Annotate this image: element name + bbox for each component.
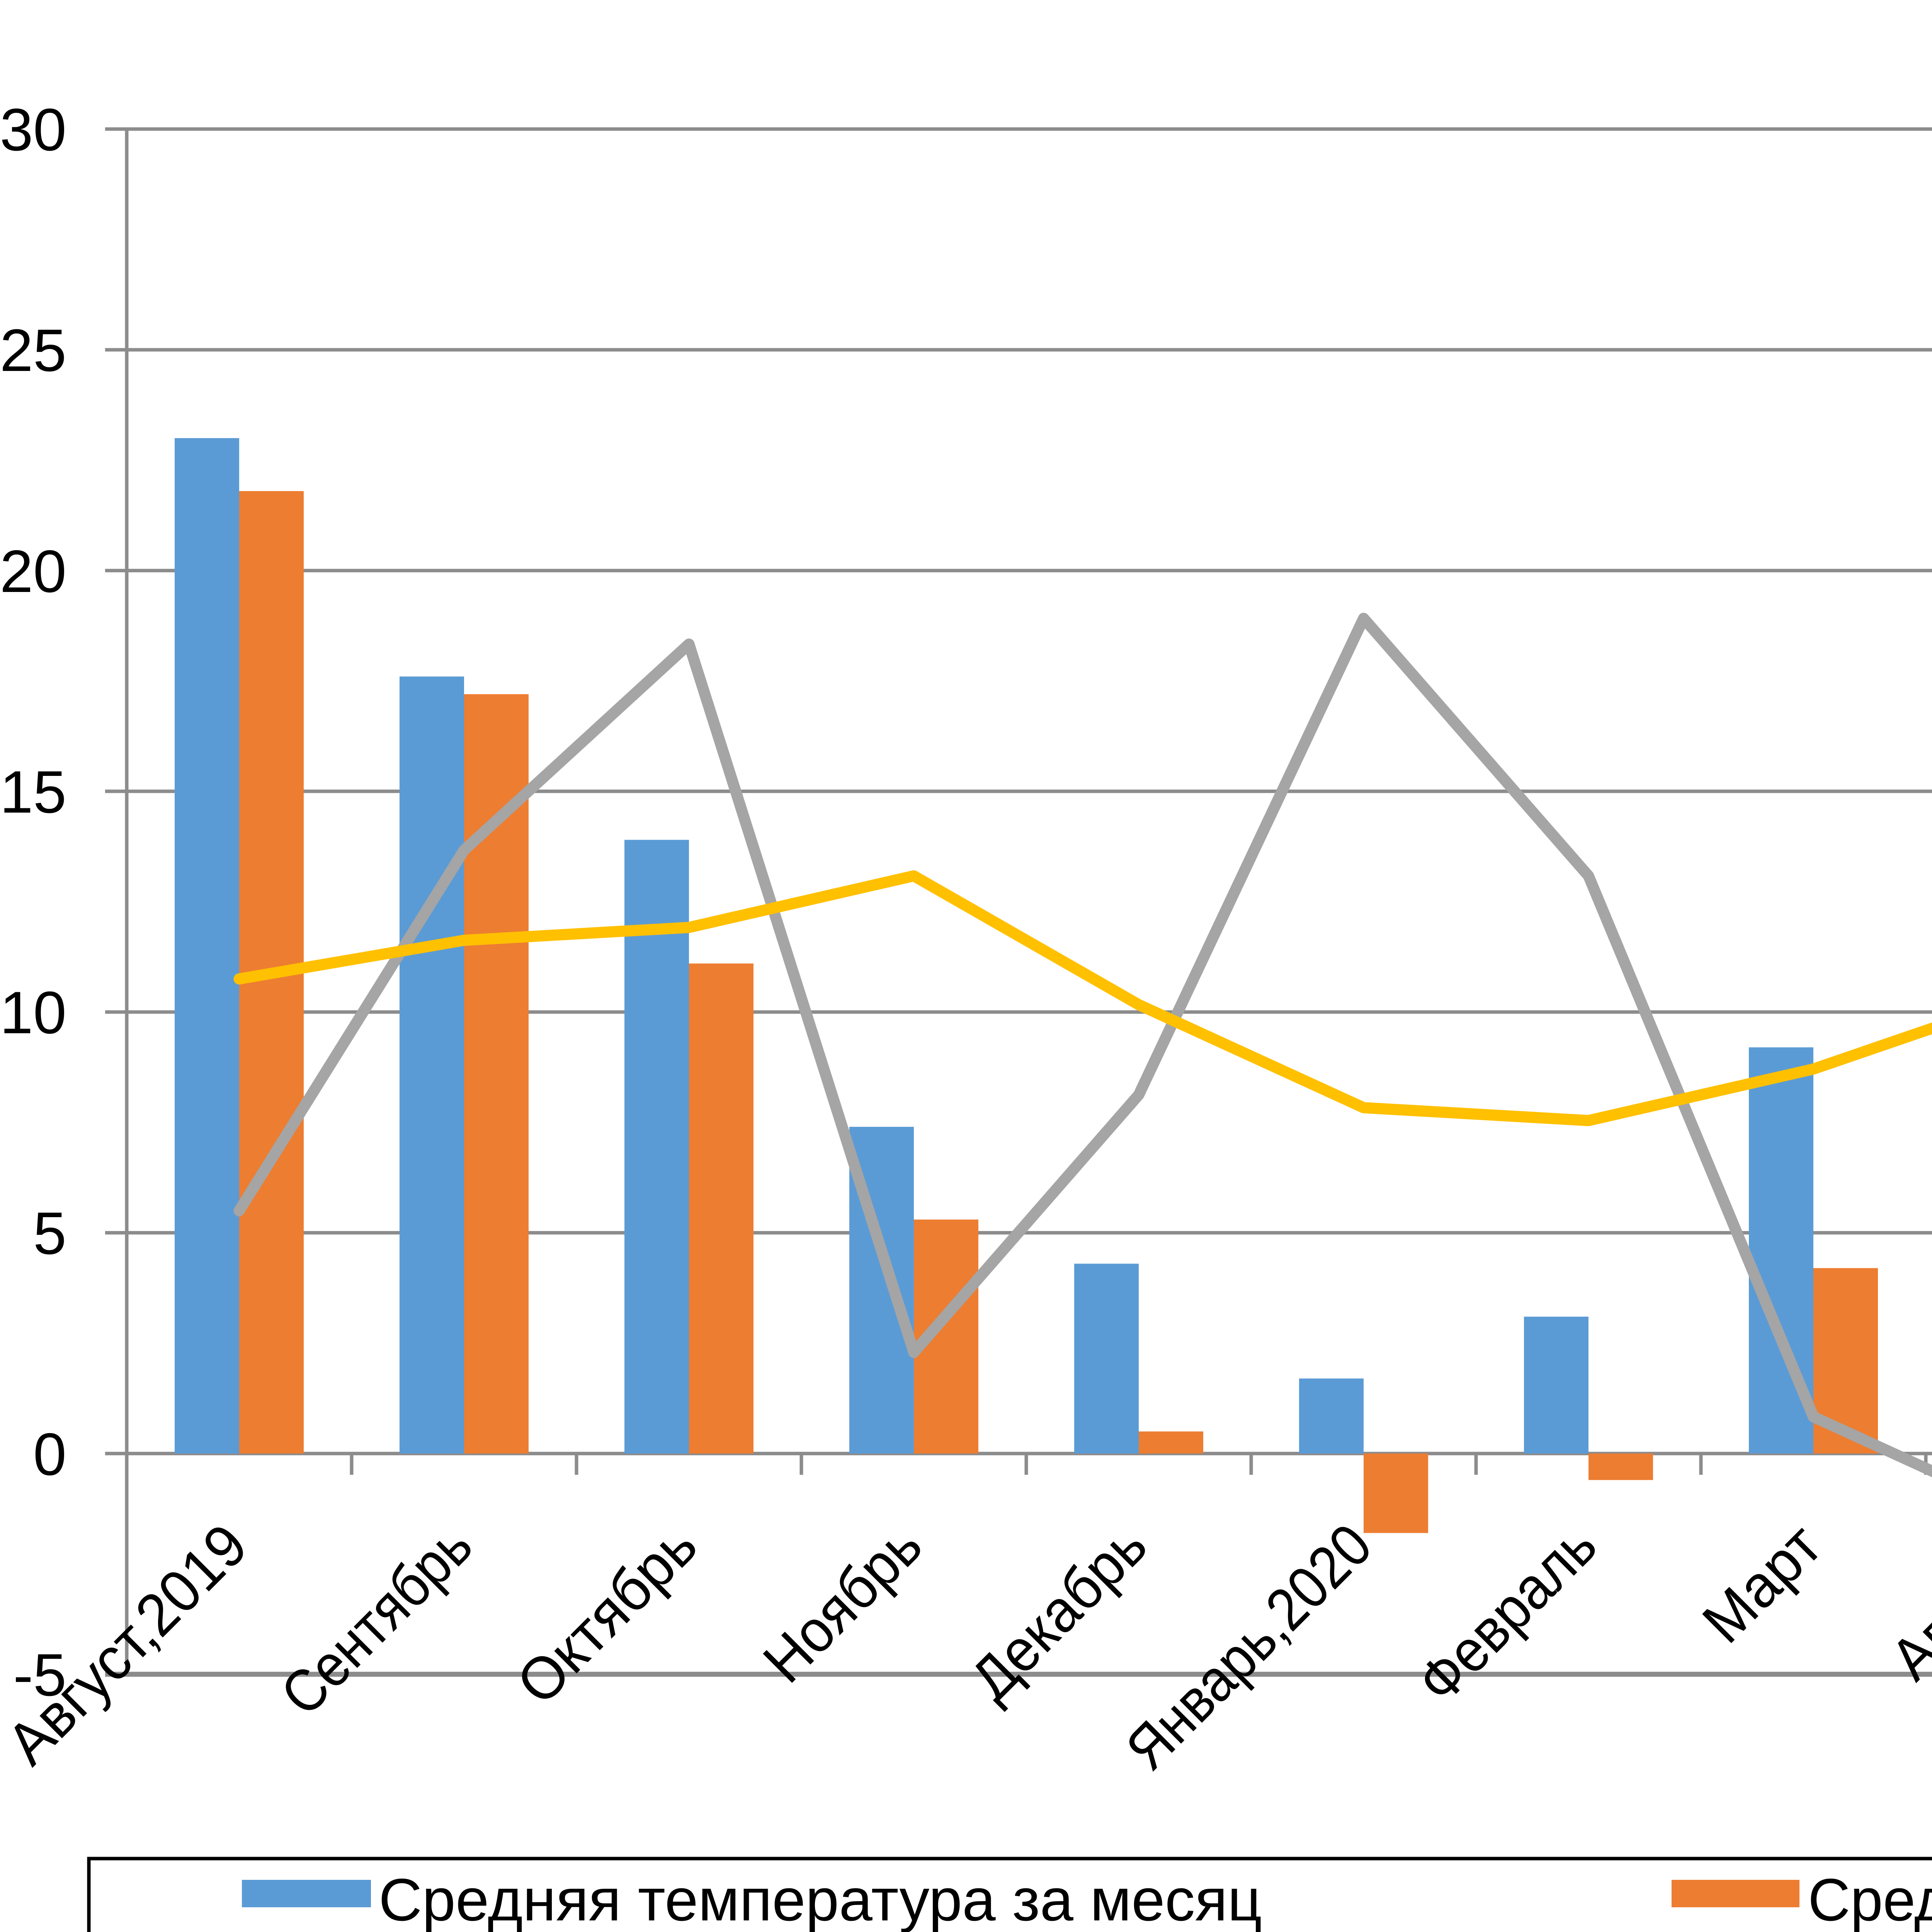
svg-text:10: 10 xyxy=(0,979,66,1046)
svg-text:5: 5 xyxy=(33,1200,66,1267)
svg-text:30: 30 xyxy=(0,96,66,163)
svg-text:-5: -5 xyxy=(13,1641,66,1708)
svg-text:Средняя температура за месяц: Средняя температура за месяц xyxy=(379,1866,1262,1932)
svg-text:0: 0 xyxy=(33,1421,66,1488)
svg-text:20: 20 xyxy=(0,538,66,605)
svg-text:15: 15 xyxy=(0,759,66,825)
svg-text:Среднемноголетняя температура: Среднемноголетняя температура xyxy=(1808,1866,1932,1932)
svg-text:25: 25 xyxy=(0,317,66,384)
